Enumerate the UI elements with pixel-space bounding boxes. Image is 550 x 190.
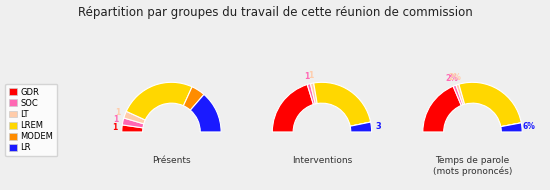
Text: 19: 19 <box>284 104 296 113</box>
Text: 1: 1 <box>113 115 118 124</box>
Text: Répartition par groupes du travail de cette réunion de commission: Répartition par groupes du travail de ce… <box>78 6 472 19</box>
Text: 11: 11 <box>152 91 163 100</box>
Wedge shape <box>501 123 522 132</box>
Text: 54%: 54% <box>483 94 503 103</box>
Text: 2: 2 <box>190 94 196 104</box>
Text: Temps de parole
(mots prononcés): Temps de parole (mots prononcés) <box>433 156 512 176</box>
Text: 38%: 38% <box>430 106 450 115</box>
Text: 1: 1 <box>112 123 117 132</box>
Wedge shape <box>350 122 372 132</box>
Text: 6%: 6% <box>523 122 536 131</box>
Wedge shape <box>272 132 372 182</box>
Wedge shape <box>190 94 221 132</box>
Wedge shape <box>122 118 144 128</box>
Wedge shape <box>423 86 461 132</box>
Wedge shape <box>272 85 314 132</box>
Wedge shape <box>423 132 522 182</box>
Legend: GDR, SOC, LT, LREM, MODEM, LR: GDR, SOC, LT, LREM, MODEM, LR <box>6 84 57 156</box>
Wedge shape <box>314 82 371 126</box>
Text: 6: 6 <box>204 111 210 120</box>
Wedge shape <box>310 83 317 104</box>
Text: 3: 3 <box>376 122 382 131</box>
Wedge shape <box>501 123 521 127</box>
Wedge shape <box>183 87 204 110</box>
Wedge shape <box>456 84 465 105</box>
Text: 1: 1 <box>308 71 313 81</box>
Wedge shape <box>122 125 143 132</box>
Text: 1: 1 <box>116 108 120 116</box>
Text: 2%: 2% <box>446 74 458 83</box>
Text: 1: 1 <box>304 72 310 81</box>
Wedge shape <box>122 132 221 182</box>
Wedge shape <box>307 84 315 104</box>
Wedge shape <box>453 85 463 105</box>
Text: 2%: 2% <box>449 73 461 82</box>
Wedge shape <box>459 82 521 127</box>
Wedge shape <box>124 111 145 124</box>
Wedge shape <box>350 122 371 126</box>
Wedge shape <box>126 82 192 120</box>
Text: Présents: Présents <box>152 156 191 165</box>
Text: 23: 23 <box>338 95 350 104</box>
Text: Interventions: Interventions <box>292 156 352 165</box>
